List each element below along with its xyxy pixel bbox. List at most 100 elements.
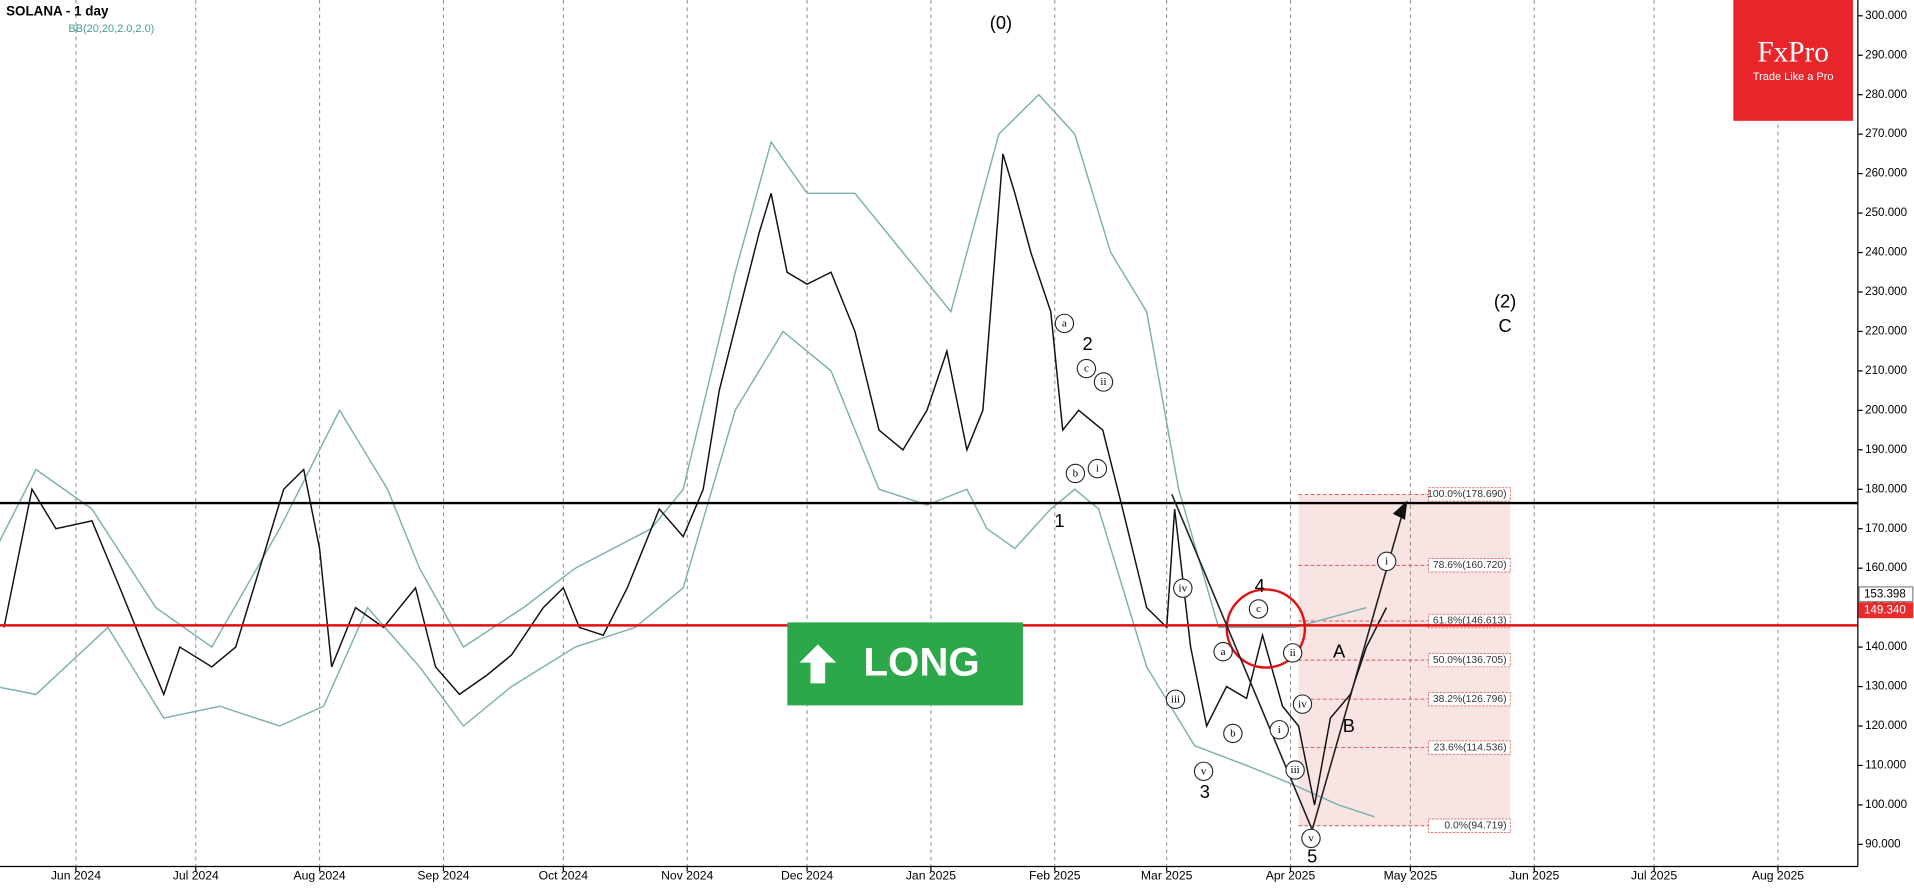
price-label: 153.398 bbox=[1864, 588, 1906, 600]
wave-sublabel: ii bbox=[1100, 376, 1106, 388]
indicator-label: BB(20,20,2.0,2.0) bbox=[68, 23, 154, 35]
fib-label: 78.6%(160.720) bbox=[1433, 560, 1507, 571]
fib-label-box bbox=[1428, 740, 1511, 755]
y-tick-label: 140.000 bbox=[1865, 641, 1907, 653]
wave-label: (2) bbox=[1494, 290, 1516, 311]
fib-label: 38.2%(126.796) bbox=[1433, 694, 1507, 705]
wave-label: B bbox=[1343, 715, 1355, 736]
wave-circle bbox=[1285, 760, 1305, 780]
wave-circle bbox=[1248, 599, 1269, 619]
fib-label-box bbox=[1428, 653, 1511, 668]
price-line bbox=[0, 93, 1367, 649]
wave-sublabel: b bbox=[1073, 468, 1079, 480]
fib-label: 23.6%(114.536) bbox=[1434, 742, 1507, 753]
y-tick-label: 290.000 bbox=[1865, 49, 1907, 61]
y-tick-label: 170.000 bbox=[1865, 523, 1907, 535]
wave-sublabel: i bbox=[1096, 463, 1099, 475]
fib-label: 50.0%(136.705) bbox=[1433, 655, 1507, 666]
fibonacci: 100.0%(178.690) 78.6%(160.720) 61.8%(146.6… bbox=[1298, 487, 1511, 833]
wave-circle bbox=[1282, 643, 1303, 663]
chart-title: SOLANA - 1 day bbox=[6, 4, 109, 19]
x-tick-label: Jul 2025 bbox=[1631, 868, 1677, 882]
wave-sublabel: i bbox=[1278, 724, 1281, 736]
wave-circle bbox=[1087, 458, 1108, 479]
x-tick-label: Jan 2025 bbox=[906, 868, 956, 882]
up-arrow bbox=[799, 644, 837, 684]
logo-name: FxPro bbox=[1757, 37, 1829, 69]
wave-sublabel: iii bbox=[1171, 693, 1180, 705]
x-tick-label: Dec 2024 bbox=[781, 868, 833, 882]
y-tick-label: 90.000 bbox=[1865, 838, 1900, 850]
y-tick-label: 280.000 bbox=[1865, 89, 1907, 101]
wave-label: 2 bbox=[1083, 333, 1093, 354]
price-line bbox=[3, 153, 1388, 806]
y-tick-label: 240.000 bbox=[1865, 247, 1907, 259]
wave-circle bbox=[1193, 761, 1214, 781]
grid bbox=[75, 0, 1779, 867]
y-tick-label: 270.000 bbox=[1865, 128, 1907, 140]
y-tick-label: 180.000 bbox=[1865, 483, 1907, 495]
wave-circle bbox=[1165, 689, 1186, 709]
signal-box bbox=[787, 622, 1023, 706]
wave-sublabel: b bbox=[1230, 728, 1236, 740]
logo-slogan: Trade Like a Pro bbox=[1753, 71, 1834, 83]
series bbox=[0, 93, 1388, 818]
y-tick-label: 260.000 bbox=[1865, 168, 1907, 180]
wave-circle bbox=[1223, 723, 1243, 744]
axis-labels: Jun 2024 Jul 2024 Aug 2024 Sep 2024 Oct 2024… bbox=[51, 10, 1914, 882]
wave-circle bbox=[1065, 463, 1086, 484]
wave-circle bbox=[1076, 358, 1097, 379]
price-label: 149.340 bbox=[1864, 604, 1906, 616]
wave-circle bbox=[1301, 828, 1321, 849]
wave-sublabel: iv bbox=[1179, 582, 1188, 594]
x-tick-label: Apr 2025 bbox=[1266, 868, 1316, 882]
y-tick-label: 130.000 bbox=[1865, 681, 1907, 693]
x-tick-label: May 2025 bbox=[1384, 868, 1438, 882]
wave-label: (0) bbox=[990, 12, 1012, 33]
x-tick-label: Oct 2024 bbox=[539, 868, 589, 882]
wave-sublabel: v bbox=[1308, 833, 1314, 845]
wave-circle bbox=[1269, 720, 1289, 740]
fib-label-box bbox=[1428, 487, 1511, 502]
signal-text: LONG bbox=[863, 640, 979, 685]
wave-sublabel: c bbox=[1084, 363, 1089, 375]
arrow-head bbox=[1392, 500, 1408, 520]
wave-circle bbox=[1292, 694, 1313, 714]
wave-sublabel: i bbox=[1385, 556, 1388, 568]
fib-label-box bbox=[1428, 818, 1511, 833]
wave-label: 1 bbox=[1054, 510, 1064, 531]
wave-label: 4 bbox=[1255, 575, 1265, 596]
y-tick-label: 230.000 bbox=[1865, 286, 1907, 298]
wave-label: 3 bbox=[1200, 781, 1210, 802]
wave-sublabel: a bbox=[1221, 646, 1226, 658]
price-label-box bbox=[1858, 586, 1914, 603]
wave-sublabel: iv bbox=[1298, 698, 1307, 710]
y-tick-label: 250.000 bbox=[1865, 207, 1907, 219]
wave-label: C bbox=[1498, 315, 1511, 336]
y-tick-label: 110.000 bbox=[1865, 760, 1906, 772]
y-tick-label: 200.000 bbox=[1865, 404, 1907, 416]
x-tick-label: Feb 2025 bbox=[1029, 868, 1081, 882]
x-tick-label: Jul 2024 bbox=[173, 868, 219, 882]
fib-label: 61.8%(146.613) bbox=[1433, 616, 1507, 627]
signal-badge: LONG bbox=[787, 622, 1023, 706]
logo-box bbox=[1733, 0, 1853, 121]
wave-sublabel: c bbox=[1256, 603, 1261, 615]
price-label-box bbox=[1858, 602, 1914, 619]
fib-label-box bbox=[1428, 692, 1511, 707]
y-tick-label: 210.000 bbox=[1865, 365, 1907, 377]
y-tick-label: 120.000 bbox=[1865, 720, 1907, 732]
y-tick-label: 100.000 bbox=[1865, 799, 1907, 811]
wave-label: 5 bbox=[1307, 846, 1317, 867]
x-tick-label: Jun 2024 bbox=[51, 868, 101, 882]
wave-circle bbox=[1173, 578, 1193, 598]
logo: FxPro Trade Like a Pro bbox=[1733, 0, 1853, 121]
y-tick-label: 190.000 bbox=[1865, 444, 1907, 456]
wave-sublabel: a bbox=[1062, 318, 1067, 330]
x-tick-label: Aug 2024 bbox=[294, 868, 346, 882]
y-tick-label: 220.000 bbox=[1865, 326, 1907, 338]
